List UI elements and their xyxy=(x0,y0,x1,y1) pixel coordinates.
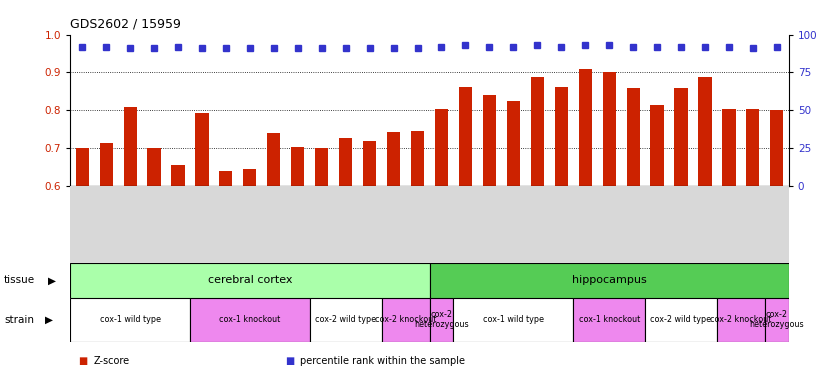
Bar xyxy=(459,87,472,186)
Bar xyxy=(339,138,352,186)
Text: cox-2
heterozygous: cox-2 heterozygous xyxy=(414,310,469,329)
Text: hippocampus: hippocampus xyxy=(572,275,647,285)
Bar xyxy=(435,109,448,186)
Bar xyxy=(430,263,789,298)
Bar xyxy=(244,169,256,186)
Bar xyxy=(453,298,573,342)
Bar xyxy=(603,72,615,186)
Bar xyxy=(771,111,783,186)
Bar xyxy=(675,88,687,186)
Bar xyxy=(507,101,520,186)
Text: percentile rank within the sample: percentile rank within the sample xyxy=(300,356,465,366)
Text: ■: ■ xyxy=(78,356,88,366)
Bar xyxy=(645,298,717,342)
Bar xyxy=(292,147,304,186)
Bar xyxy=(196,113,208,186)
Bar xyxy=(555,86,567,186)
Text: cox-1 wild type: cox-1 wild type xyxy=(483,315,544,324)
Bar xyxy=(220,171,232,186)
Bar xyxy=(627,88,639,186)
Bar xyxy=(699,77,711,186)
Text: cox-2
heterozygous: cox-2 heterozygous xyxy=(749,310,805,329)
Bar xyxy=(172,166,184,186)
Text: cox-1 knockout: cox-1 knockout xyxy=(578,315,640,324)
Text: ■: ■ xyxy=(285,356,294,366)
Bar xyxy=(268,133,280,186)
Text: tissue: tissue xyxy=(4,275,36,285)
Bar xyxy=(70,298,190,342)
Text: cox-2 wild type: cox-2 wild type xyxy=(315,315,377,324)
Bar xyxy=(76,148,88,186)
Bar xyxy=(363,141,376,186)
Bar xyxy=(411,131,424,186)
Bar xyxy=(316,148,328,186)
Bar xyxy=(573,298,645,342)
Text: cox-1 knockout: cox-1 knockout xyxy=(219,315,281,324)
Bar xyxy=(765,298,789,342)
Bar xyxy=(124,107,136,186)
Text: cox-1 wild type: cox-1 wild type xyxy=(100,315,160,324)
Text: strain: strain xyxy=(4,314,34,325)
Bar xyxy=(483,95,496,186)
Bar xyxy=(531,77,544,186)
Text: GDS2602 / 15959: GDS2602 / 15959 xyxy=(70,18,181,31)
Bar xyxy=(382,298,430,342)
Bar xyxy=(70,263,430,298)
Bar xyxy=(100,142,112,186)
Bar xyxy=(430,298,453,342)
Bar xyxy=(723,109,735,186)
Text: cox-2 wild type: cox-2 wild type xyxy=(650,315,712,324)
Text: Z-score: Z-score xyxy=(93,356,130,366)
Text: ▶: ▶ xyxy=(48,275,56,285)
Bar xyxy=(310,298,382,342)
Bar xyxy=(190,298,310,342)
Text: cox-2 knockout: cox-2 knockout xyxy=(375,315,436,324)
Bar xyxy=(717,298,765,342)
Bar xyxy=(651,105,663,186)
Bar xyxy=(579,70,591,186)
Text: ▶: ▶ xyxy=(45,314,54,325)
Text: cox-2 knockout: cox-2 knockout xyxy=(710,315,771,324)
Text: cerebral cortex: cerebral cortex xyxy=(207,275,292,285)
Bar xyxy=(148,148,160,186)
Bar xyxy=(747,109,759,186)
Bar xyxy=(387,132,400,186)
